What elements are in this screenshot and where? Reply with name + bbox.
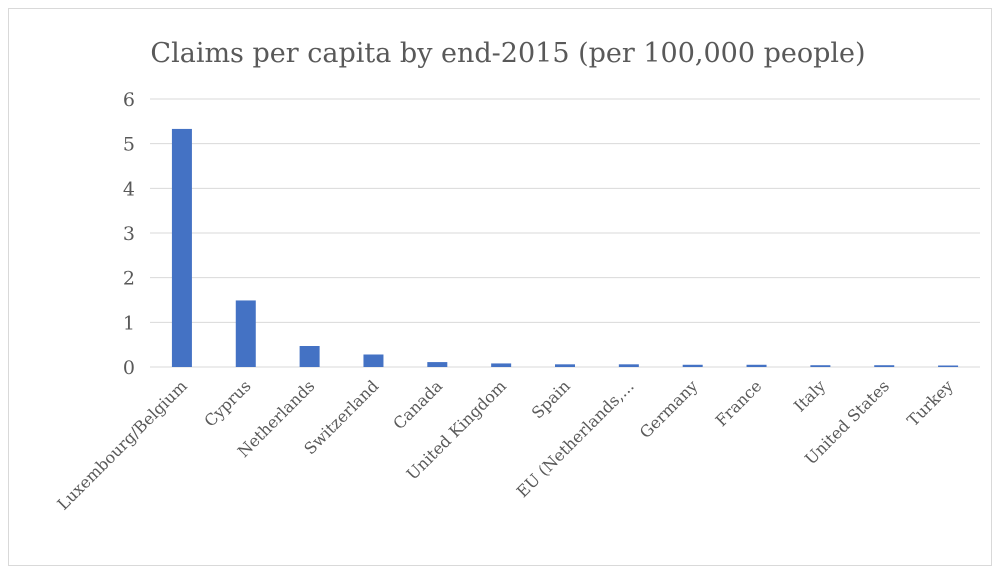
x-category-label: Germany [636,376,702,442]
bar [938,365,959,367]
x-category-label: Luxembourg/Belgium [53,376,190,513]
bar [555,364,575,367]
bar [746,364,767,367]
x-category-label: France [712,376,766,430]
bar [618,364,639,367]
y-tick-label: 3 [123,223,135,245]
gridlines [150,98,980,368]
y-axis-ticks: 0 1 2 3 4 5 6 [123,89,135,379]
y-tick-label: 0 [123,357,135,379]
y-tick-label: 6 [123,89,135,111]
y-tick-label: 5 [123,134,135,156]
y-tick-label: 2 [123,268,135,290]
chart-title: Claims per capita by end-2015 (per 100,0… [150,38,865,69]
bar [427,362,448,367]
bars [171,128,959,367]
x-category-label: Cyprus [200,376,254,430]
x-category-label: EU (Netherlands,... [513,376,638,501]
x-axis-categories: Luxembourg/Belgium CyprusNetherlandsSwitz… [53,376,956,514]
y-tick-label: 4 [123,178,135,200]
x-category-label: Turkey [903,376,957,430]
bar [235,300,256,367]
y-tick-label: 1 [123,312,135,334]
bar [682,364,703,367]
x-category-label: Italy [790,376,829,415]
x-category-label: Canada [389,376,446,433]
bar [299,346,320,367]
bar [810,365,831,367]
bar [874,365,895,367]
x-category-label: Spain [528,376,574,422]
chart-area [8,8,992,566]
bar [171,128,192,367]
bar [491,363,512,367]
bar [363,354,384,367]
